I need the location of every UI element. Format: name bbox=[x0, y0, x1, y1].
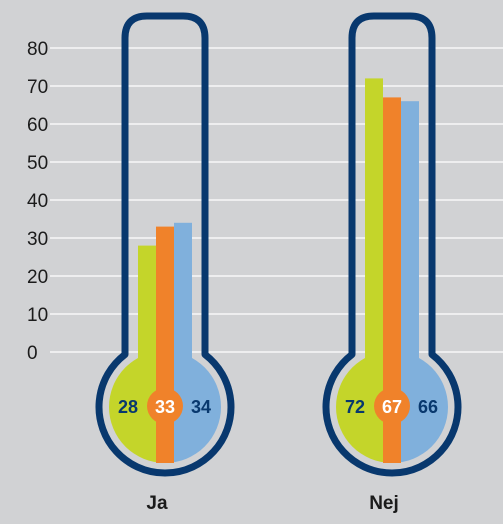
category-label: Nej bbox=[369, 493, 399, 514]
y-tick-label: 70 bbox=[27, 77, 48, 98]
y-tick-label: 40 bbox=[27, 191, 48, 212]
data-label: 28 bbox=[118, 397, 138, 417]
y-tick-label: 50 bbox=[27, 153, 48, 174]
thermometer-outline bbox=[95, 12, 235, 477]
data-label: 34 bbox=[191, 397, 211, 417]
y-tick-label: 0 bbox=[27, 343, 38, 364]
y-tick-label: 20 bbox=[27, 267, 48, 288]
value-circle bbox=[374, 388, 410, 424]
bar bbox=[156, 226, 174, 463]
bar bbox=[383, 97, 401, 464]
thermometers: 28 33 34 72 67 66 bbox=[95, 12, 462, 477]
data-label: 66 bbox=[418, 397, 438, 417]
y-tick-label: 30 bbox=[27, 229, 48, 250]
bar bbox=[138, 245, 156, 402]
bar bbox=[401, 101, 419, 402]
thermometer: 72 67 66 bbox=[322, 12, 462, 477]
y-tick-label: 10 bbox=[27, 305, 48, 326]
data-label: 67 bbox=[382, 397, 402, 417]
y-axis: 0 10 20 30 40 50 60 70 80 bbox=[27, 39, 48, 364]
value-circle bbox=[147, 388, 183, 424]
bar bbox=[365, 78, 383, 403]
bar bbox=[174, 222, 192, 402]
thermometer: 28 33 34 bbox=[95, 12, 235, 477]
data-label: 33 bbox=[155, 397, 175, 417]
data-label: 72 bbox=[345, 397, 365, 417]
category-labels: Ja Nej bbox=[146, 493, 398, 514]
y-tick-label: 80 bbox=[27, 39, 48, 60]
y-tick-label: 60 bbox=[27, 115, 48, 136]
thermometer-outline bbox=[322, 12, 462, 477]
category-label: Ja bbox=[146, 493, 168, 514]
